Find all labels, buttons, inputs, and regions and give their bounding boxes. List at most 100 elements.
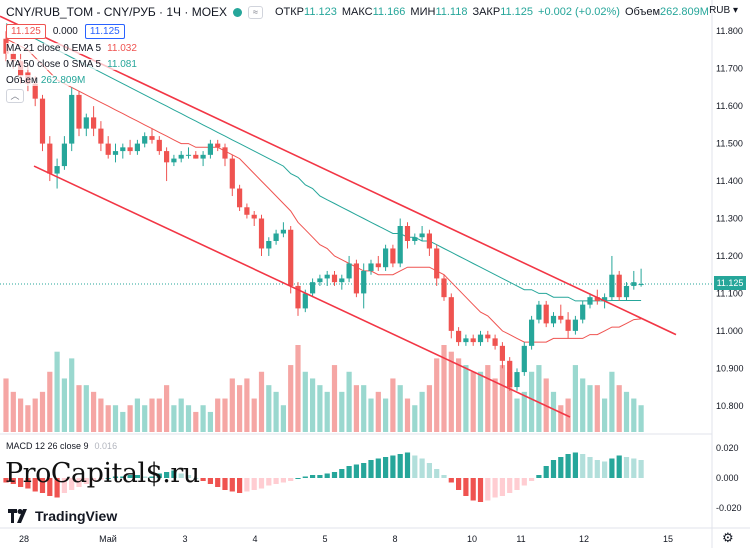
candle-body — [185, 154, 192, 156]
macd-hist-bar — [83, 478, 89, 484]
volume-bar — [76, 385, 82, 432]
volume-bar — [448, 351, 454, 432]
volume-bar — [244, 378, 250, 432]
candle-body — [244, 207, 250, 215]
macd-hist-bar — [112, 476, 119, 478]
indicator-sma50[interactable]: MA 50 close 0 SMA 5 11.081 — [6, 59, 137, 70]
price-tick-label: 10.900 — [716, 363, 744, 373]
chevron-up-icon[interactable]: ︿ — [6, 89, 24, 103]
candle-body — [207, 143, 213, 155]
macd-hist-bar — [266, 478, 272, 486]
candle-body — [514, 372, 520, 388]
volume-bar — [397, 385, 403, 432]
tradingview-brand: TradingView — [35, 508, 118, 524]
candle-body — [397, 226, 403, 264]
volume-bar — [18, 398, 24, 432]
change-value: +0.002 (+0.02%) — [538, 6, 620, 18]
time-tick-label: 28 — [19, 534, 29, 544]
symbol-title[interactable]: CNY/RUB_TOM - CNY/РУБ · 1Ч · MOEX — [6, 5, 228, 19]
indicator-ema21[interactable]: MA 21 close 0 EMA 5 11.032 — [6, 43, 137, 54]
volume-bar — [404, 398, 411, 432]
candle-body — [485, 334, 491, 339]
candle-body — [112, 151, 119, 155]
candle-body — [463, 338, 469, 343]
compare-toggle[interactable]: ≈ — [248, 5, 263, 19]
macd-hist-bar — [412, 455, 418, 478]
candle-body — [258, 218, 265, 249]
sma50-line — [5, 23, 642, 302]
candle-body — [215, 143, 221, 148]
macd-hist-bar — [434, 469, 440, 478]
candle-body — [529, 319, 535, 346]
macd-hist-bar — [164, 472, 170, 478]
time-tick-label: 3 — [182, 534, 187, 544]
price-tick-label: 10.800 — [716, 401, 744, 411]
volume-bar — [536, 365, 542, 432]
macd-hist-bar — [295, 478, 301, 479]
macd-hist-bar — [61, 478, 67, 493]
volume-bar — [485, 365, 491, 432]
macd-hist-bar — [397, 454, 403, 478]
symbol-header: CNY/RUB_TOM - CNY/РУБ · 1Ч · MOEX ≈ ОТКР… — [6, 5, 714, 19]
macd-hist-bar — [251, 478, 257, 490]
macd-hist-bar — [426, 463, 432, 478]
macd-hist-bar — [419, 458, 425, 478]
macd-hist-bar — [3, 478, 9, 483]
candle-body — [10, 53, 16, 62]
macd-hist-bar — [178, 473, 184, 478]
macd-hist-bar — [602, 461, 608, 478]
volume-bar — [3, 378, 9, 432]
candle-body — [638, 284, 644, 286]
candle-body — [98, 128, 104, 144]
buy-price-button[interactable]: 11.125 — [84, 24, 125, 39]
candle-body — [361, 270, 367, 294]
currency-selector[interactable]: RUB ▾ — [709, 5, 738, 16]
volume-bar — [529, 371, 535, 432]
indicator-volume[interactable]: Объем 262.809M — [6, 75, 86, 86]
price-tick-label: 11.100 — [716, 288, 743, 298]
volume-bar — [266, 385, 272, 432]
candle-body — [448, 297, 454, 331]
spread-value: 0.000 — [52, 26, 78, 37]
candle-body — [507, 360, 513, 388]
macd-hist-bar — [529, 478, 535, 481]
macd-hist-bar — [229, 478, 235, 492]
volume-bar — [594, 385, 600, 432]
macd-hist-bar — [288, 478, 294, 481]
macd-hist-bar — [631, 458, 637, 478]
macd-hist-bar — [280, 478, 286, 483]
macd-legend[interactable]: MACD 12 26 close 9 0.016 — [6, 441, 117, 451]
volume-bar — [463, 365, 469, 432]
gear-icon[interactable]: ⚙ — [722, 530, 734, 545]
macd-hist-bar — [149, 476, 155, 478]
volume-bar — [317, 385, 323, 432]
indicator-volume-value: 262.809M — [40, 75, 86, 86]
price-tick-label: 11.000 — [716, 326, 743, 336]
sell-price-button[interactable]: 11.125 — [6, 24, 46, 39]
volume-bar — [258, 371, 265, 432]
macd-hist-bar — [448, 478, 454, 483]
candle-body — [105, 143, 111, 155]
volume-bar — [602, 398, 608, 432]
macd-hist-bar — [368, 460, 374, 478]
candle-body — [156, 139, 162, 152]
volume-bar — [456, 358, 462, 432]
volume-bar — [470, 371, 476, 432]
last-price-tag: 11.125 — [714, 276, 746, 290]
macd-hist-bar — [470, 478, 476, 501]
tradingview-logo[interactable]: TradingView — [8, 508, 117, 524]
candle-body — [404, 226, 411, 241]
macd-hist-bar — [609, 458, 615, 478]
macd-hist-bar — [91, 478, 97, 481]
low-label: МИН — [410, 6, 436, 18]
price-tick-label: 11.500 — [716, 139, 743, 149]
candle-body — [580, 304, 586, 320]
candle-body — [280, 229, 286, 234]
volume-bar — [375, 391, 381, 432]
volume-bar — [507, 371, 513, 432]
close-label: ЗАКР — [472, 6, 501, 18]
macd-hist-bar — [499, 478, 505, 496]
macd-hist-bar — [273, 478, 279, 484]
